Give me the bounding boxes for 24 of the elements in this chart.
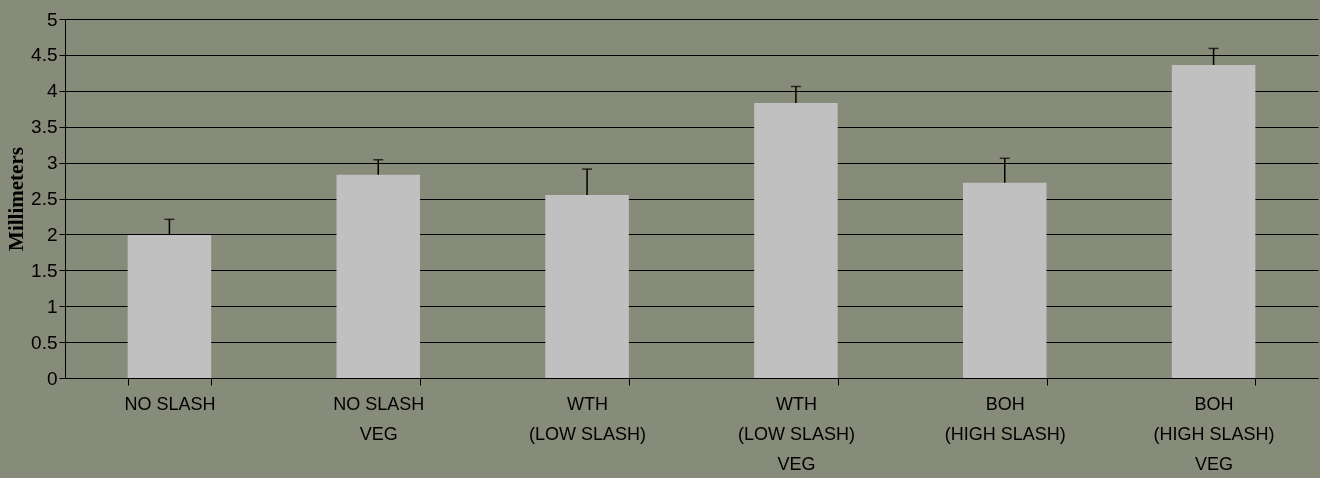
bar <box>127 235 212 378</box>
y-tick-label: 3 <box>46 152 58 174</box>
y-tick-label: 3.5 <box>31 116 58 138</box>
bar <box>1171 64 1256 378</box>
y-tick-label: 2.5 <box>31 188 58 209</box>
bar <box>545 194 629 378</box>
bar <box>336 174 421 378</box>
y-tick-label: 5 <box>46 8 58 30</box>
x-tick-label: WTH (LOW SLASH) <box>529 393 647 444</box>
y-tick-label: 1.5 <box>31 259 58 281</box>
bar <box>962 182 1047 378</box>
x-tick-label: NO SLASH VEG <box>333 393 425 444</box>
x-tick-label: BOH (HIGH SLASH) VEG <box>1153 393 1275 474</box>
y-tick-label: 4.5 <box>31 44 58 66</box>
y-tick-label: 0.5 <box>31 331 58 353</box>
x-tick-label: WTH (LOW SLASH) VEG <box>737 393 855 474</box>
y-tick-label: 0 <box>46 367 58 389</box>
y-tick-label: 4 <box>46 80 58 102</box>
bar <box>754 103 838 378</box>
x-tick-label: BOH (HIGH SLASH) <box>944 393 1066 444</box>
y-tick-label: 1 <box>46 295 58 317</box>
x-tick-label: NO SLASH <box>124 393 216 414</box>
y-axis-title: Millimeters <box>4 147 29 251</box>
y-tick-label: 2 <box>46 223 58 245</box>
